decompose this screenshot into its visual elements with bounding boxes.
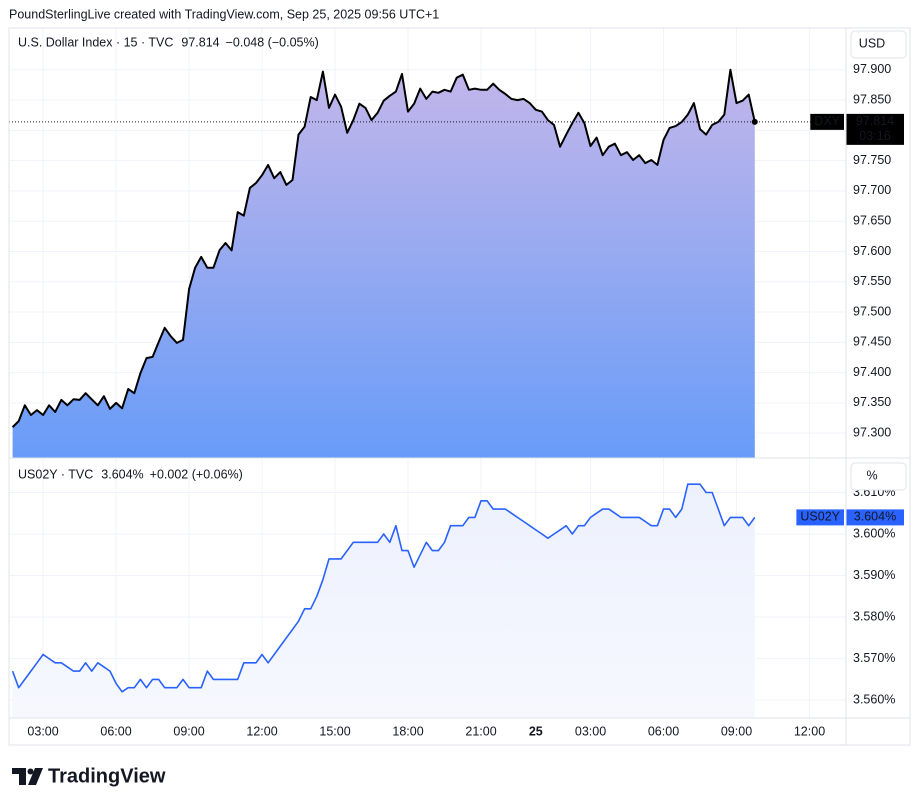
y-tick-label: 97.700	[853, 183, 891, 197]
y-tick-label: 3.560%	[853, 692, 895, 706]
x-tick-label: 09:00	[173, 724, 204, 738]
x-tick-label: 21:00	[465, 724, 496, 738]
y-tick-label: 3.600%	[853, 526, 895, 540]
area-fill	[12, 484, 755, 718]
x-tick-label: 06:00	[100, 724, 131, 738]
unit-box	[850, 30, 907, 59]
legend-change: +0.002 (+0.06%)	[150, 467, 243, 481]
x-tick-label: 09:00	[721, 724, 752, 738]
y-tick-label: 97.750	[853, 153, 891, 167]
x-tick-label: 03:00	[27, 724, 58, 738]
y-tick-label: 3.590%	[853, 568, 895, 582]
series-line	[11, 483, 756, 693]
unit-label: %	[866, 468, 877, 482]
brand: TradingView	[48, 765, 166, 787]
y-tick-label: 97.450	[853, 335, 891, 349]
x-tick-label: 03:00	[575, 724, 606, 738]
logo-icon	[27, 768, 34, 775]
price-label-name: US02Y	[800, 510, 840, 524]
last-point	[751, 118, 758, 125]
price-label-box	[846, 113, 904, 145]
legend-value: 3.604%	[101, 467, 143, 481]
logo-icon	[28, 768, 43, 785]
frame	[8, 27, 911, 746]
price-label-value: 97.814	[856, 114, 894, 128]
legend-title: US02Y · TVC	[18, 467, 93, 481]
y-tick-label: 97.300	[853, 425, 891, 439]
price-label-name-box	[810, 113, 844, 130]
legend-change: −0.048 (−0.05%)	[226, 35, 319, 49]
y-tick-label: 3.570%	[853, 651, 895, 665]
panes: 97.300 97.350 97.400 97.450 97.500 97.550 97.6…	[9, 28, 907, 738]
y-tick-label: 97.400	[853, 365, 891, 379]
price-label-box	[846, 509, 904, 526]
x-tick-label: 12:00	[246, 724, 277, 738]
y-tick-label: 97.500	[853, 304, 891, 318]
y-tick-label: 97.350	[853, 395, 891, 409]
price-label-name-box	[796, 509, 844, 526]
logo: TradingView	[12, 765, 166, 787]
unit-label: USD	[859, 36, 885, 50]
unit-box	[850, 462, 907, 491]
series-line	[11, 68, 756, 428]
y-tick-label: 3.580%	[853, 609, 895, 623]
x-tick-label: 15:00	[319, 724, 350, 738]
legend-value: 97.814	[181, 35, 219, 49]
x-tick-label: 12:00	[794, 724, 825, 738]
logo-icon	[12, 768, 26, 785]
x-tick-label: 18:00	[392, 724, 423, 738]
header: PoundSterlingLive created with TradingVi…	[9, 7, 439, 21]
price-label-name: DXY	[814, 114, 840, 128]
area-fill	[12, 69, 755, 458]
price-label-countdown: 03:16	[859, 129, 890, 143]
y-tick-label: 97.650	[853, 213, 891, 227]
y-tick-label: 97.900	[853, 62, 891, 76]
y-tick-label: 97.850	[853, 92, 891, 106]
x-tick-label: 25	[529, 724, 543, 738]
legend-title: U.S. Dollar Index · 15 · TVC	[18, 35, 173, 49]
y-tick-label: 97.550	[853, 274, 891, 288]
y-tick-label: 97.600	[853, 244, 891, 258]
price-label-value: 3.604%	[854, 510, 896, 524]
x-tick-label: 06:00	[648, 724, 679, 738]
